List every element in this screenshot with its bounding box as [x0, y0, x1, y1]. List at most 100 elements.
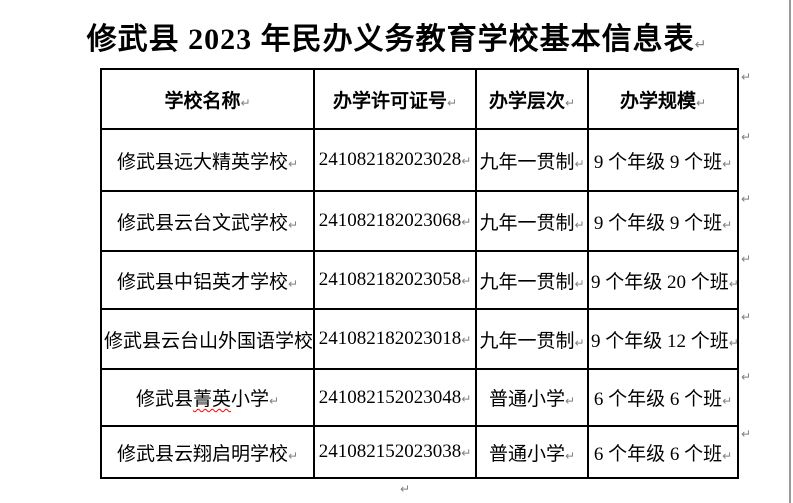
table-row: 修武县远大精英学校↵ 241082182023028↵ 九年一贯制↵ 9 个年级…	[100, 128, 739, 192]
header-school-scale[interactable]: 办学规模↵	[587, 68, 739, 130]
scale-cell[interactable]: 9 个年级 9 个班↵	[587, 190, 739, 252]
row-end-mark-icon: ↵	[741, 252, 752, 266]
scale-cell[interactable]: 9 个年级 20 个班↵	[587, 250, 739, 310]
paragraph-mark-icon: ↵	[564, 448, 576, 463]
paragraph-mark-icon: ↵	[287, 276, 299, 291]
school-name: 修武县云翔启明学校	[116, 443, 288, 465]
license-number: 241082182023068	[318, 210, 462, 231]
table-row: 修武县云翔启明学校↵ 241082152023038↵ 普通小学↵ 6 个年级 …	[100, 425, 739, 479]
school-name: 修武县远大精英学校	[116, 151, 288, 173]
paragraph-mark-icon: ↵	[564, 394, 576, 408]
paragraph-mark-icon: ↵	[728, 335, 738, 350]
license-cell[interactable]: 241082152023038↵	[313, 425, 477, 479]
school-scale: 9 个年级 12 个班	[591, 330, 729, 352]
row-end-mark-icon: ↵	[741, 370, 752, 384]
school-name-cell[interactable]: 修武县远大精英学校↵	[100, 128, 315, 192]
header-label: 学校名称	[164, 90, 241, 112]
scale-cell[interactable]: 6 个年级 6 个班↵	[587, 425, 739, 479]
paragraph-mark-icon: ↵	[461, 446, 472, 460]
license-cell[interactable]: 241082152023048↵	[313, 368, 477, 427]
scale-cell[interactable]: 9 个年级 9 个班↵	[587, 128, 739, 192]
paragraph-mark-icon: ↵	[574, 276, 585, 291]
license-number: 241082182023058	[318, 269, 462, 290]
spellcheck-flagged-text: 菁英	[192, 389, 231, 410]
school-level: 九年一贯制	[479, 271, 575, 293]
paragraph-mark-icon: ↵	[461, 274, 472, 288]
header-license-number[interactable]: 办学许可证号↵	[313, 68, 477, 130]
paragraph-mark-icon: ↵	[694, 37, 707, 53]
school-name: 修武县云台山外国语学校	[104, 330, 314, 352]
paragraph-mark-icon: ↵	[461, 333, 472, 347]
license-number: 241082182023018	[318, 328, 462, 349]
table-row: 修武县云台文武学校↵ 241082182023068↵ 九年一贯制↵ 9 个年级…	[100, 190, 739, 252]
paragraph-mark-icon: ↵	[722, 448, 733, 463]
scale-cell[interactable]: 6 个年级 6 个班↵	[587, 368, 739, 427]
school-level: 九年一贯制	[479, 212, 575, 234]
table-row: 修武县中铝英才学校↵ 241082182023058↵ 九年一贯制↵ 9 个年级…	[100, 250, 739, 310]
trailing-paragraph-mark-icon: ↵	[399, 482, 411, 496]
school-name: 修武县中铝英才学校	[116, 271, 288, 293]
header-label: 办学规模	[619, 90, 696, 112]
paragraph-mark-icon: ↵	[695, 95, 707, 110]
school-name-cell[interactable]: 修武县云翔启明学校↵	[100, 425, 315, 479]
table-header-row: 学校名称↵ 办学许可证号↵ 办学层次↵ 办学规模↵	[100, 68, 739, 130]
school-name: 小学	[230, 389, 269, 410]
paragraph-mark-icon: ↵	[722, 394, 733, 408]
school-name-cell[interactable]: 修武县云台文武学校↵	[100, 190, 315, 252]
paragraph-mark-icon: ↵	[268, 394, 280, 408]
level-cell[interactable]: 普通小学↵	[475, 368, 589, 427]
table-row: 修武县菁英小学↵ 241082152023048↵ 普通小学↵ 6 个年级 6 …	[100, 368, 739, 427]
row-end-mark-icon: ↵	[741, 70, 752, 84]
scale-cell[interactable]: 9 个年级 12 个班↵	[587, 308, 739, 370]
school-info-table: 学校名称↵ 办学许可证号↵ 办学层次↵ 办学规模↵ 修武县远大精英学校↵ 241…	[100, 68, 739, 479]
document-title-text: 修武县 2023 年民办义务教育学校基本信息表	[86, 23, 695, 56]
license-cell[interactable]: 241082182023058↵	[313, 250, 477, 310]
paragraph-mark-icon: ↵	[722, 217, 733, 232]
paragraph-mark-icon: ↵	[287, 217, 299, 232]
school-level: 九年一贯制	[479, 330, 575, 352]
table-row: 修武县云台山外国语学校↵ 241082182023018↵ 九年一贯制↵ 9 个…	[100, 308, 739, 370]
paragraph-mark-icon: ↵	[722, 156, 733, 171]
license-number: 241082182023028	[318, 149, 462, 170]
license-cell[interactable]: 241082182023068↵	[313, 190, 477, 252]
license-cell[interactable]: 241082182023018↵	[313, 308, 477, 370]
header-label: 办学许可证号	[332, 90, 447, 112]
level-cell[interactable]: 九年一贯制↵	[475, 250, 589, 310]
school-scale: 9 个年级 9 个班	[593, 151, 723, 173]
school-scale: 6 个年级 6 个班	[593, 443, 723, 465]
paragraph-mark-icon: ↵	[287, 156, 299, 171]
school-name: 修武县	[135, 389, 193, 410]
paragraph-mark-icon: ↵	[240, 95, 251, 110]
level-cell[interactable]: 九年一贯制↵	[475, 308, 589, 370]
row-end-mark-icon: ↵	[741, 310, 752, 324]
school-level: 普通小学	[488, 443, 565, 465]
school-level: 普通小学	[488, 389, 565, 410]
paragraph-mark-icon: ↵	[564, 95, 576, 110]
document-title[interactable]: 修武县 2023 年民办义务教育学校基本信息表↵	[0, 14, 793, 58]
page-boundary-line	[789, 0, 791, 503]
paragraph-mark-icon: ↵	[461, 215, 472, 229]
level-cell[interactable]: 九年一贯制↵	[475, 190, 589, 252]
header-school-name[interactable]: 学校名称↵	[100, 68, 315, 130]
paragraph-mark-icon: ↵	[574, 335, 585, 350]
license-number: 241082152023048	[318, 386, 462, 408]
school-name-cell[interactable]: 修武县菁英小学↵	[100, 368, 315, 427]
school-scale: 6 个年级 6 个班	[593, 389, 723, 410]
school-name-cell[interactable]: 修武县云台山外国语学校↵	[100, 308, 315, 370]
school-scale: 9 个年级 20 个班	[591, 271, 729, 293]
paragraph-mark-icon: ↵	[574, 217, 585, 232]
level-cell[interactable]: 九年一贯制↵	[475, 128, 589, 192]
row-end-mark-icon: ↵	[741, 427, 752, 441]
paragraph-mark-icon: ↵	[461, 154, 472, 168]
paragraph-mark-icon: ↵	[574, 156, 585, 171]
header-school-level[interactable]: 办学层次↵	[475, 68, 589, 130]
license-cell[interactable]: 241082182023028↵	[313, 128, 477, 192]
paragraph-mark-icon: ↵	[287, 448, 299, 463]
license-number: 241082152023038	[318, 441, 462, 462]
row-end-mark-icon: ↵	[741, 130, 752, 144]
level-cell[interactable]: 普通小学↵	[475, 425, 589, 479]
row-end-mark-icon: ↵	[741, 192, 752, 206]
paragraph-mark-icon: ↵	[461, 391, 472, 406]
school-name-cell[interactable]: 修武县中铝英才学校↵	[100, 250, 315, 310]
